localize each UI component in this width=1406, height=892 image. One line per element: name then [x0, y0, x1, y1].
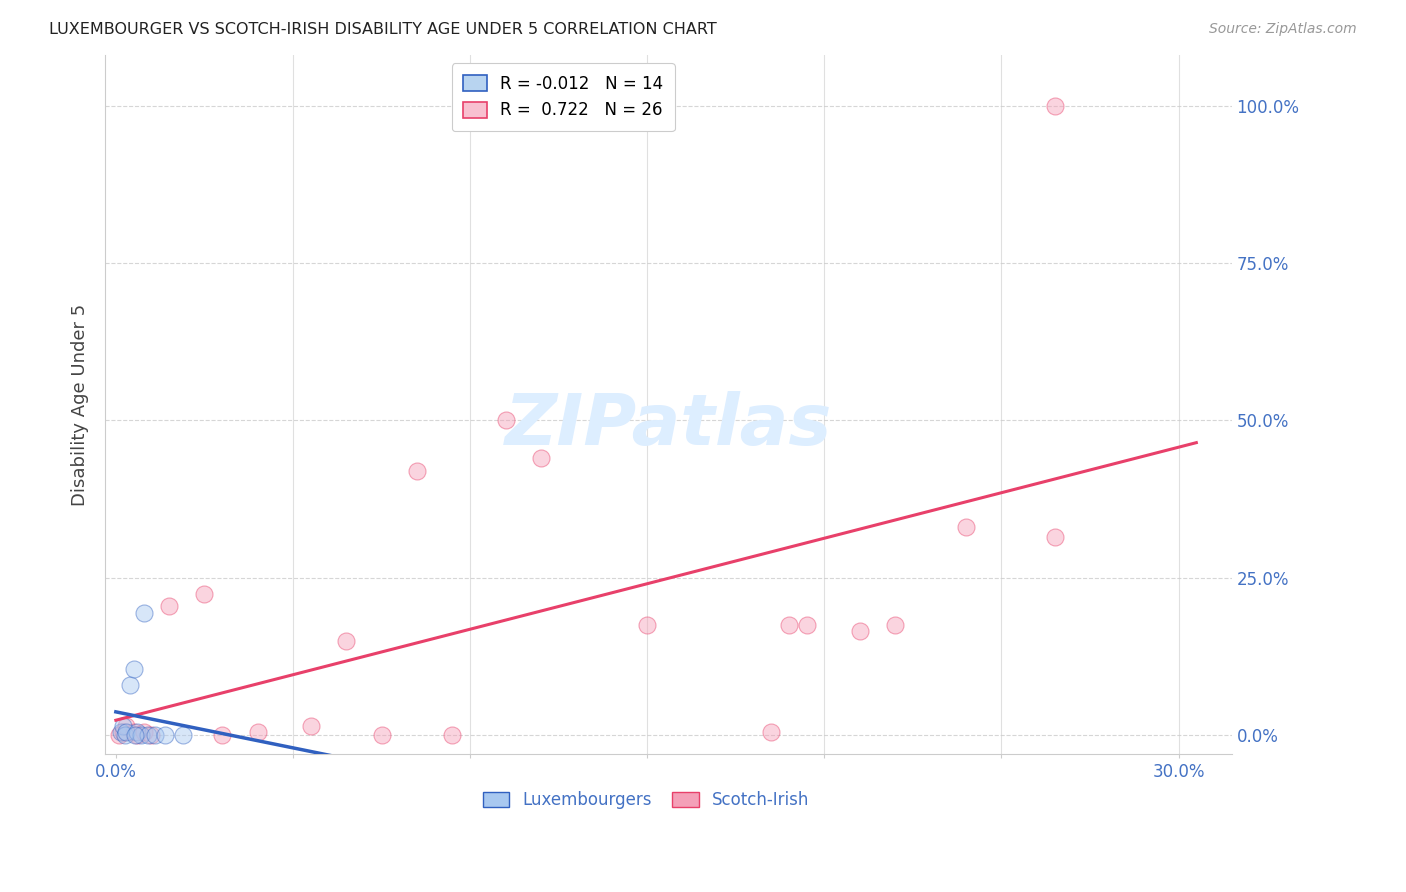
- Point: [122, 725, 145, 739]
- Point: [134, 606, 156, 620]
- Point: [406, 464, 429, 478]
- Y-axis label: Disability Age Under 5: Disability Age Under 5: [72, 303, 89, 506]
- Point: [111, 725, 134, 739]
- Point: [136, 728, 159, 742]
- Point: [115, 725, 138, 739]
- Point: [955, 520, 977, 534]
- Point: [636, 618, 658, 632]
- Point: [110, 725, 132, 739]
- Point: [141, 728, 163, 742]
- Point: [115, 719, 138, 733]
- Text: Source: ZipAtlas.com: Source: ZipAtlas.com: [1209, 22, 1357, 37]
- Point: [114, 728, 136, 742]
- Point: [884, 618, 907, 632]
- Point: [796, 618, 818, 632]
- Point: [122, 662, 145, 676]
- Point: [193, 586, 215, 600]
- Point: [157, 599, 180, 614]
- Point: [124, 728, 146, 742]
- Point: [108, 728, 131, 742]
- Point: [441, 728, 464, 742]
- Point: [118, 678, 141, 692]
- Point: [111, 719, 134, 733]
- Point: [129, 728, 152, 742]
- Point: [335, 633, 357, 648]
- Point: [849, 624, 872, 639]
- Point: [778, 618, 800, 632]
- Point: [172, 728, 194, 742]
- Point: [299, 719, 322, 733]
- Point: [155, 728, 177, 742]
- Legend: Luxembourgers, Scotch-Irish: Luxembourgers, Scotch-Irish: [475, 784, 815, 816]
- Point: [761, 725, 783, 739]
- Point: [127, 725, 149, 739]
- Point: [246, 725, 269, 739]
- Point: [211, 728, 233, 742]
- Point: [530, 451, 553, 466]
- Text: ZIPatlas: ZIPatlas: [505, 392, 832, 460]
- Point: [495, 413, 517, 427]
- Point: [143, 728, 166, 742]
- Point: [1043, 530, 1066, 544]
- Point: [127, 728, 149, 742]
- Point: [370, 728, 392, 742]
- Text: LUXEMBOURGER VS SCOTCH-IRISH DISABILITY AGE UNDER 5 CORRELATION CHART: LUXEMBOURGER VS SCOTCH-IRISH DISABILITY …: [49, 22, 717, 37]
- Point: [1043, 98, 1066, 112]
- Point: [134, 725, 156, 739]
